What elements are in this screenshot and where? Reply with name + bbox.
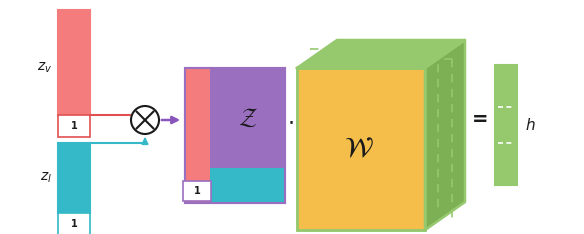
Bar xyxy=(58,10,90,115)
Bar xyxy=(185,68,285,203)
Bar xyxy=(58,213,90,234)
Bar xyxy=(185,168,285,203)
Bar xyxy=(185,68,210,203)
Text: 1: 1 xyxy=(194,186,200,196)
Bar xyxy=(297,68,425,230)
Text: 1: 1 xyxy=(71,121,77,131)
Bar xyxy=(185,68,285,203)
Bar xyxy=(495,65,517,185)
Bar xyxy=(58,115,90,137)
Bar xyxy=(185,168,210,203)
Bar xyxy=(58,143,90,213)
Text: $h$: $h$ xyxy=(525,117,536,133)
Bar xyxy=(183,181,211,201)
Text: $\mathcal{Z}$: $\mathcal{Z}$ xyxy=(238,106,258,130)
Text: $z_l$: $z_l$ xyxy=(40,171,52,185)
Text: $z_v$: $z_v$ xyxy=(37,61,52,75)
Text: $\mathcal{W}$: $\mathcal{W}$ xyxy=(343,135,373,163)
Polygon shape xyxy=(425,40,465,230)
Text: $\cdot$: $\cdot$ xyxy=(287,112,294,132)
Polygon shape xyxy=(297,40,465,68)
Text: =: = xyxy=(472,110,488,129)
Bar xyxy=(297,68,425,230)
Text: 1: 1 xyxy=(71,219,77,229)
Circle shape xyxy=(131,106,159,134)
